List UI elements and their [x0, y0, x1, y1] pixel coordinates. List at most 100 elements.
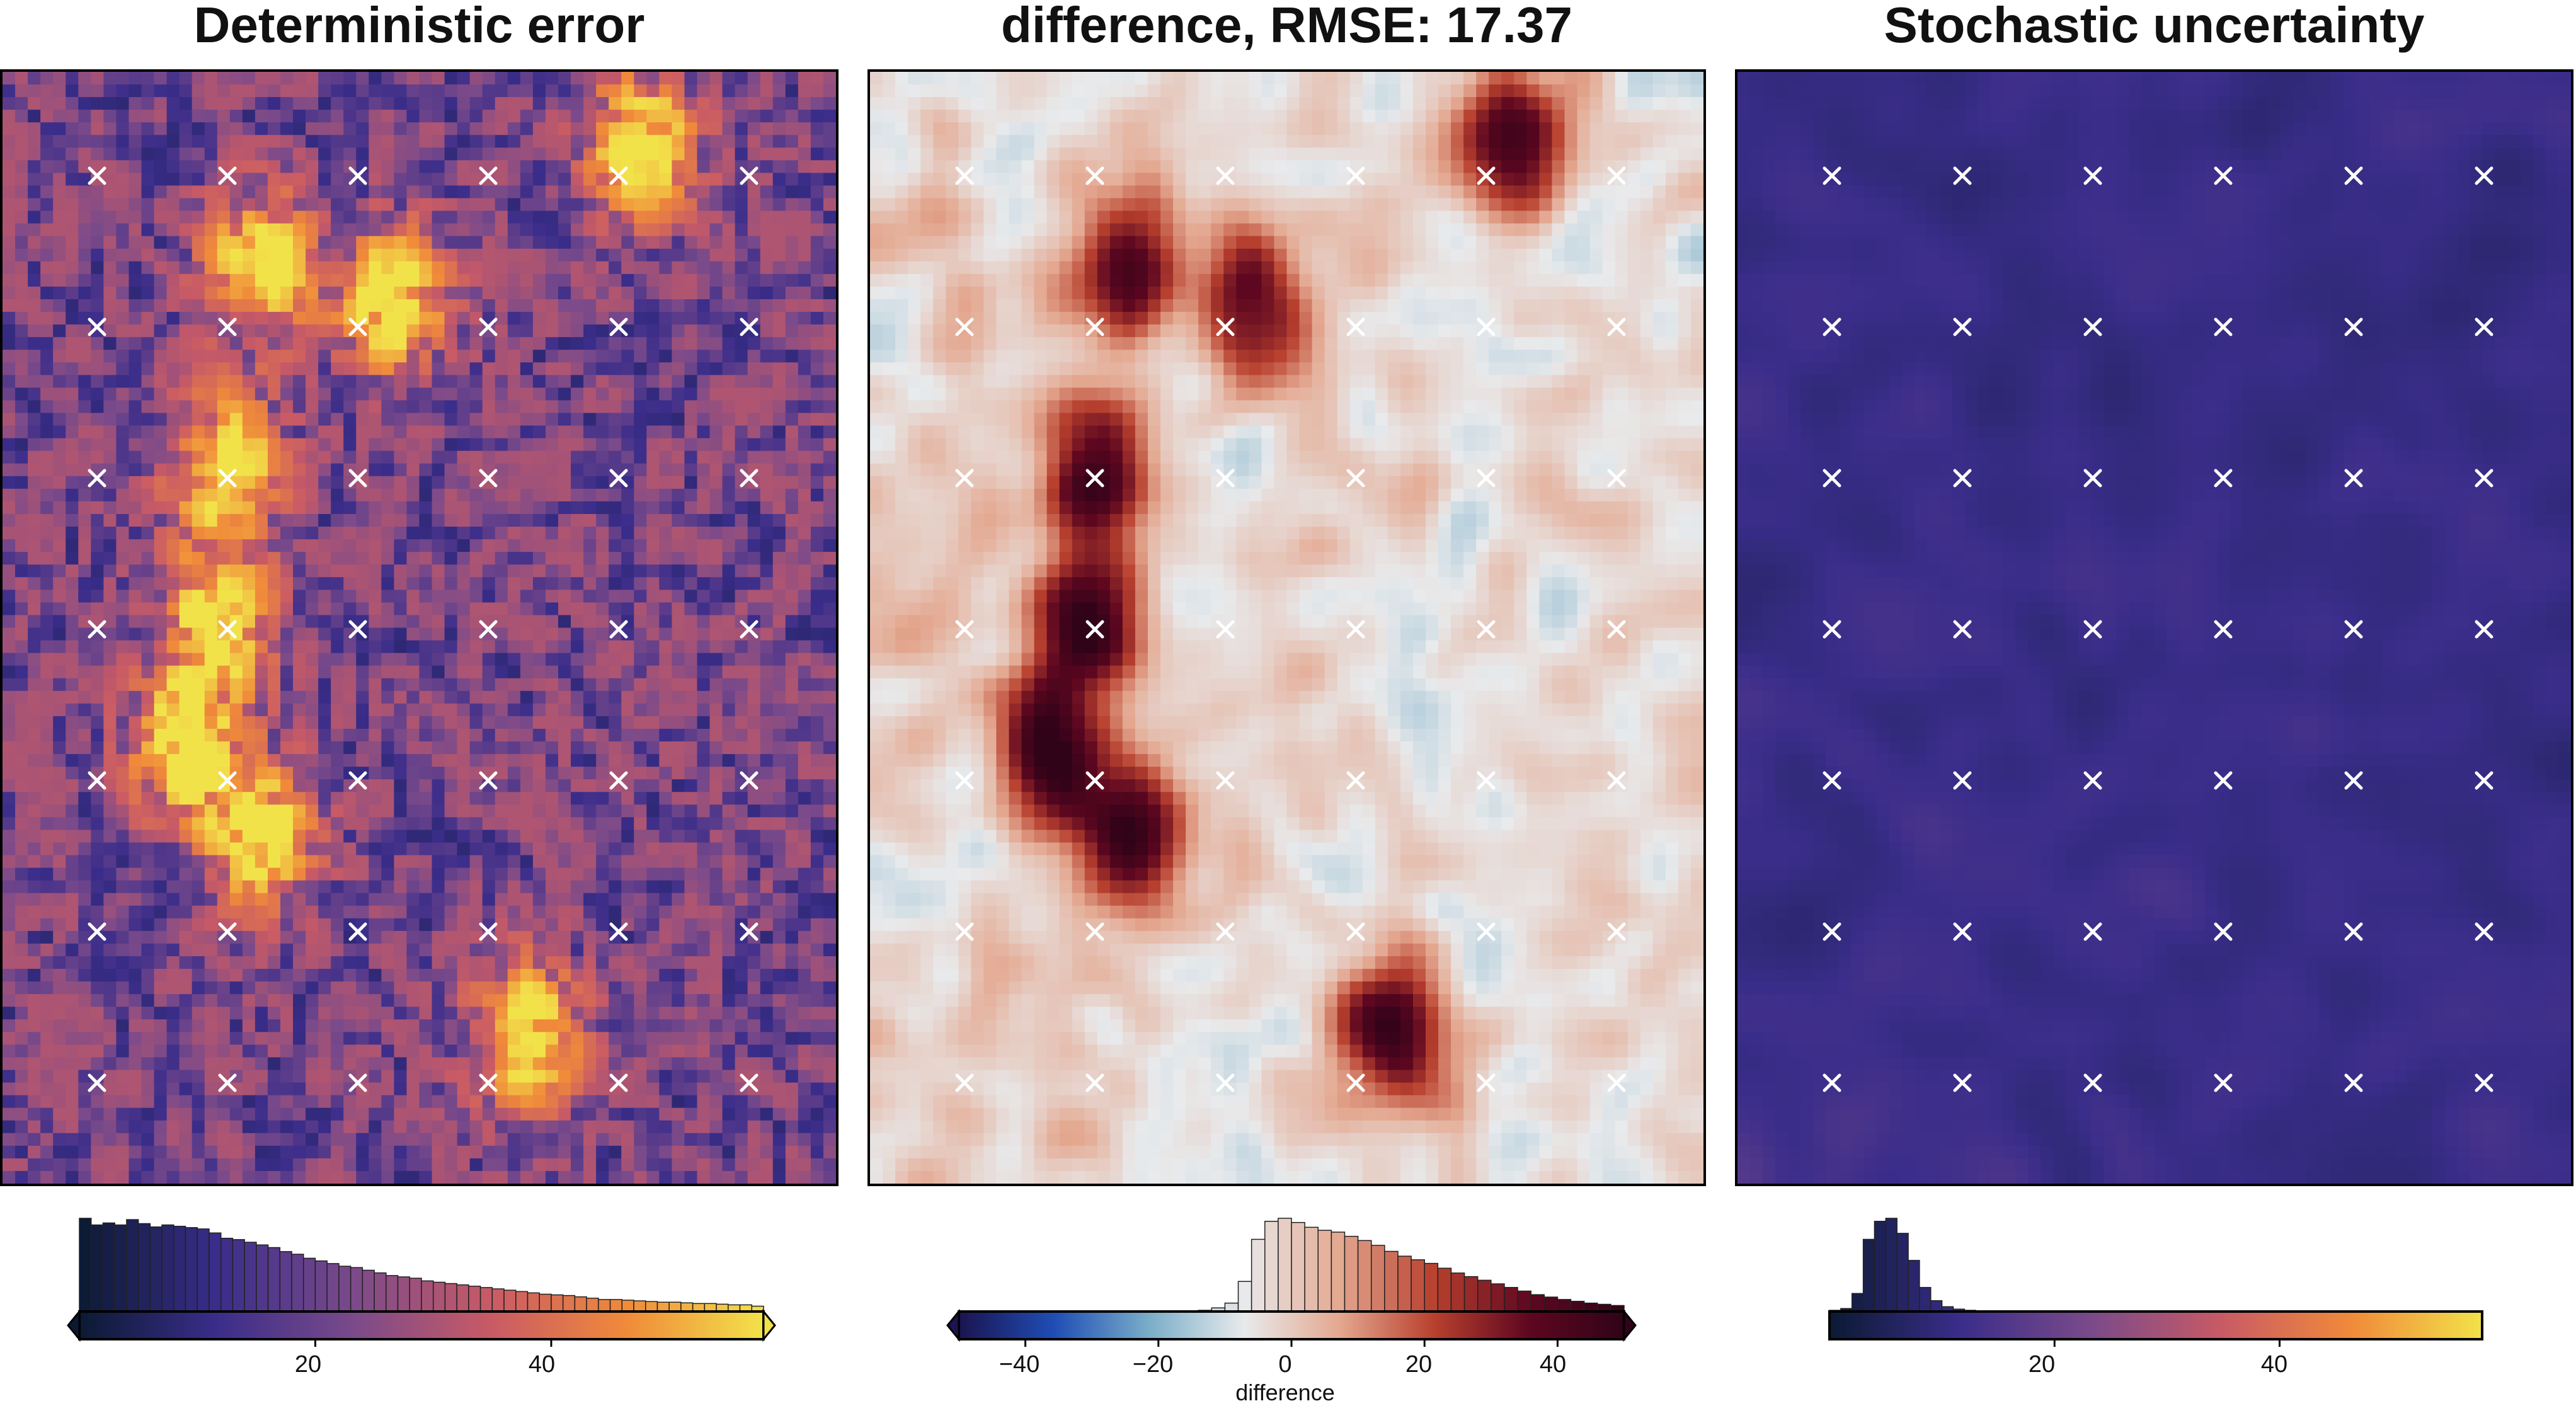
histogram-bar	[1544, 1297, 1557, 1312]
stochastic-uncertainty-map	[1735, 69, 2573, 1186]
stochastic-uncertainty-colorbar	[1816, 1209, 2496, 1361]
histogram-bar	[1239, 1281, 1252, 1312]
histogram-bar	[421, 1281, 433, 1312]
histogram-bar	[634, 1301, 646, 1312]
histogram-bar	[575, 1297, 587, 1312]
histogram-bar	[221, 1238, 233, 1312]
histogram-bar	[516, 1291, 528, 1312]
histogram-bar	[1908, 1260, 1920, 1312]
histogram-bar	[103, 1223, 115, 1312]
histogram-bar	[646, 1301, 658, 1312]
histogram-bar	[528, 1293, 540, 1312]
histogram-bar	[1371, 1245, 1385, 1312]
histogram-bar	[256, 1245, 268, 1312]
histogram-bar	[374, 1273, 386, 1312]
histogram-bar	[1252, 1239, 1265, 1312]
histogram-bar	[587, 1298, 598, 1312]
map-2-svg	[1737, 72, 2571, 1184]
colorbar-0-high-extend	[764, 1312, 775, 1339]
difference-map	[867, 69, 1706, 1186]
histogram-bar	[280, 1252, 292, 1312]
histogram-bar	[1265, 1221, 1278, 1312]
colorbar-0-histogram	[79, 1218, 764, 1312]
histogram-bar	[398, 1277, 410, 1312]
cbar1-axis-label: difference	[1235, 1380, 1334, 1406]
panel-1-title: Deterministic error	[0, 0, 839, 50]
map-1-svg	[870, 72, 1703, 1184]
histogram-bar	[1571, 1301, 1584, 1312]
histogram-bar	[1557, 1300, 1571, 1312]
histogram-bar	[610, 1300, 622, 1312]
histogram-bar	[1584, 1303, 1598, 1312]
histogram-bar	[232, 1240, 244, 1312]
histogram-bar	[91, 1225, 103, 1312]
cbar2-tick-20: 20	[2029, 1351, 2055, 1378]
histogram-bar	[1491, 1284, 1504, 1312]
cbar1-tick-0: 0	[1278, 1351, 1291, 1378]
histogram-bar	[433, 1282, 445, 1312]
histogram-bar	[1531, 1295, 1544, 1312]
histogram-bar	[1886, 1218, 1897, 1312]
colorbar-1-low-extend	[947, 1312, 959, 1339]
colorbar-2-gradient	[1829, 1312, 2482, 1339]
histogram-bar	[292, 1254, 304, 1312]
cbar1-tick-m20: −20	[1133, 1351, 1173, 1378]
map-0-cells	[3, 72, 836, 1184]
deterministic-error-colorbar	[66, 1209, 777, 1361]
histogram-bar	[1451, 1273, 1464, 1312]
histogram-bar	[244, 1242, 256, 1312]
histogram-bar	[1358, 1240, 1371, 1312]
histogram-bar	[304, 1258, 316, 1312]
histogram-bar	[1291, 1223, 1305, 1312]
colorbar-2-histogram	[1829, 1218, 1998, 1312]
cbar2-tick-40: 40	[2261, 1351, 2287, 1378]
histogram-bar	[315, 1261, 327, 1312]
histogram-bar	[150, 1227, 162, 1312]
histogram-bar	[492, 1289, 504, 1312]
map-1-cells	[870, 72, 1703, 1184]
histogram-bar	[79, 1218, 91, 1312]
histogram-bar	[1411, 1260, 1424, 1312]
difference-colorbar	[945, 1209, 1638, 1361]
cbar1-tick-20: 20	[1405, 1351, 1432, 1378]
histogram-bar	[681, 1303, 693, 1312]
histogram-bar	[1863, 1239, 1875, 1312]
histogram-bar	[1424, 1264, 1438, 1312]
histogram-bar	[268, 1248, 280, 1312]
cbar1-tick-m40: −40	[999, 1351, 1039, 1378]
histogram-bar	[339, 1266, 351, 1312]
histogram-bar	[186, 1228, 198, 1312]
histogram-bar	[469, 1286, 481, 1312]
histogram-bar	[1874, 1221, 1886, 1312]
histogram-bar	[657, 1302, 669, 1312]
histogram-bar	[445, 1284, 457, 1312]
histogram-bar	[197, 1229, 209, 1312]
histogram-bar	[1465, 1277, 1478, 1312]
map-2-cells	[1737, 72, 2571, 1184]
histogram-bar	[1278, 1218, 1291, 1312]
colorbar-1-high-extend	[1624, 1312, 1635, 1339]
histogram-bar	[457, 1285, 469, 1312]
colorbar-0-low-extend	[68, 1312, 79, 1339]
histogram-bar	[1225, 1303, 1238, 1312]
histogram-bar	[539, 1295, 551, 1312]
panel-3-title: Stochastic uncertainty	[1735, 0, 2573, 50]
histogram-bar	[209, 1233, 221, 1312]
histogram-bar	[1478, 1280, 1491, 1312]
histogram-bar	[1504, 1288, 1518, 1312]
histogram-bar	[1897, 1233, 1908, 1312]
colorbar-1-histogram	[1185, 1218, 1624, 1312]
histogram-bar	[1438, 1268, 1451, 1312]
histogram-bar	[1852, 1293, 1863, 1312]
cbar1-tick-40: 40	[1540, 1351, 1566, 1378]
histogram-bar	[127, 1220, 139, 1312]
map-0-svg	[3, 72, 836, 1184]
histogram-bar	[563, 1296, 575, 1312]
histogram-bar	[481, 1288, 493, 1312]
histogram-bar	[598, 1300, 610, 1312]
histogram-bar	[362, 1270, 374, 1312]
histogram-bar	[551, 1295, 563, 1312]
colorbar-1-svg	[945, 1209, 1638, 1361]
histogram-bar	[139, 1223, 151, 1312]
histogram-bar	[1518, 1291, 1531, 1312]
